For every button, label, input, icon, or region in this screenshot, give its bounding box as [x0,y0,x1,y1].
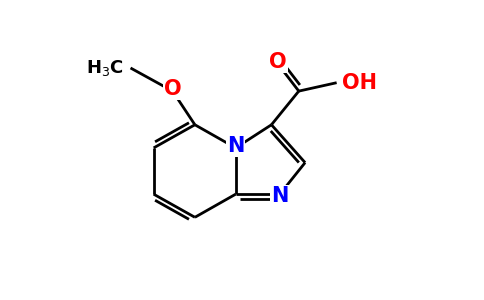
Text: N: N [271,186,288,206]
Text: O: O [269,52,287,72]
Text: O: O [164,79,182,99]
Text: N: N [227,136,244,156]
Text: OH: OH [342,73,377,93]
Text: H$_3$C: H$_3$C [87,58,124,78]
